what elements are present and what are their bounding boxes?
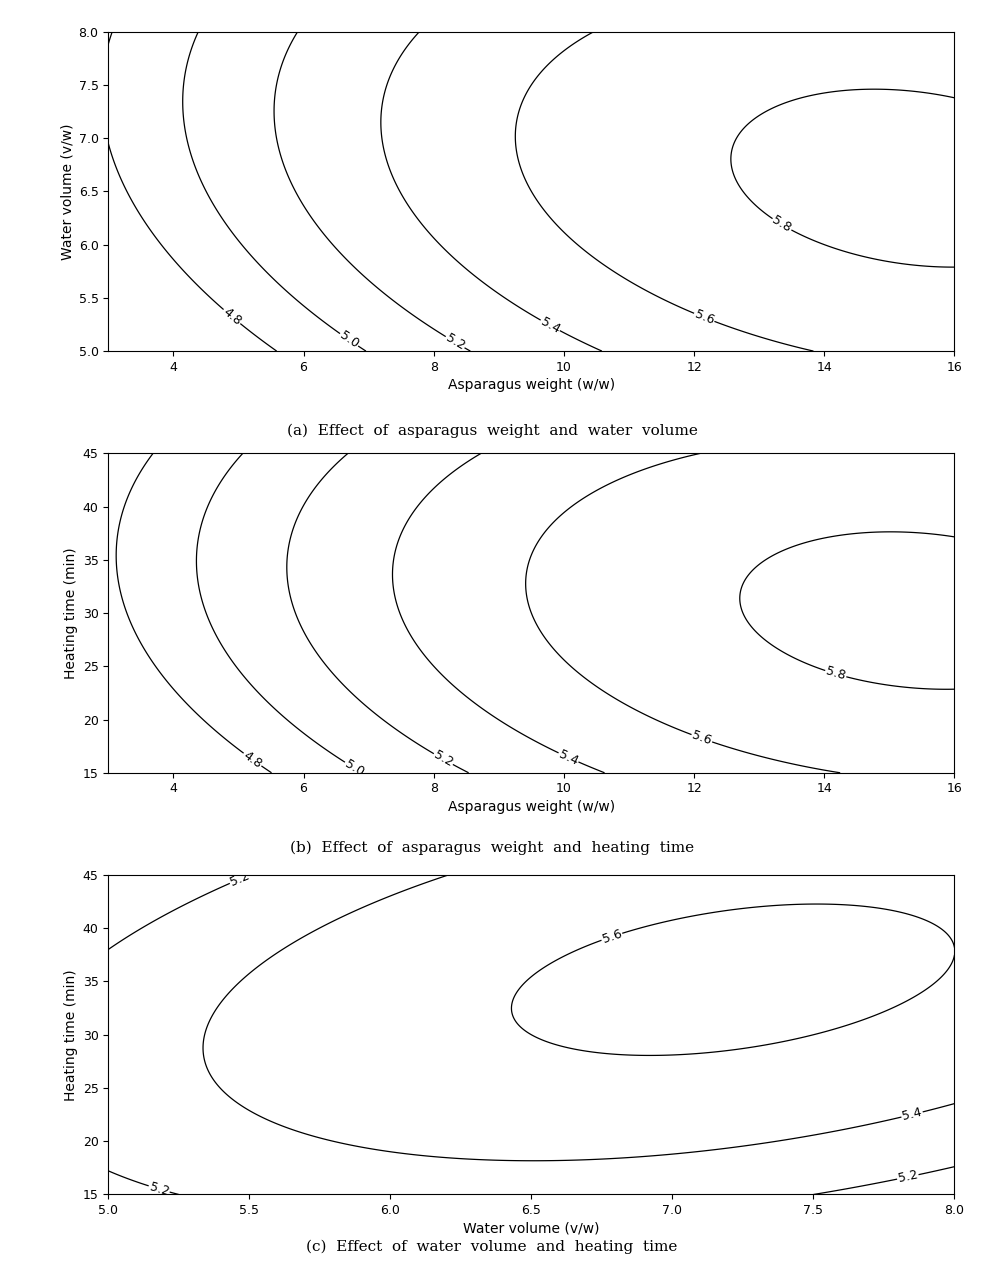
- Text: 5.6: 5.6: [690, 729, 713, 748]
- Text: 4.8: 4.8: [241, 748, 265, 771]
- Text: 5.8: 5.8: [825, 665, 847, 683]
- X-axis label: Water volume (v/w): Water volume (v/w): [463, 1221, 599, 1235]
- Text: 5.2: 5.2: [228, 870, 252, 889]
- Text: 5.2: 5.2: [896, 1168, 919, 1186]
- Text: 5.6: 5.6: [600, 928, 623, 945]
- Text: 5.4: 5.4: [538, 315, 562, 336]
- Text: 4.8: 4.8: [220, 306, 244, 329]
- X-axis label: Asparagus weight (w/w): Asparagus weight (w/w): [448, 378, 615, 392]
- Text: 5.2: 5.2: [431, 748, 456, 770]
- Text: 5.6: 5.6: [693, 307, 715, 327]
- Text: 5.2: 5.2: [443, 331, 467, 353]
- Text: 5.0: 5.0: [338, 329, 361, 351]
- Y-axis label: Heating time (min): Heating time (min): [65, 547, 79, 679]
- Text: 5.8: 5.8: [769, 214, 794, 235]
- Text: 5.2: 5.2: [148, 1181, 170, 1198]
- Text: (c)  Effect  of  water  volume  and  heating  time: (c) Effect of water volume and heating t…: [306, 1240, 678, 1254]
- Text: 5.4: 5.4: [901, 1106, 923, 1124]
- Text: (a)  Effect  of  asparagus  weight  and  water  volume: (a) Effect of asparagus weight and water…: [286, 423, 698, 437]
- Y-axis label: Heating time (min): Heating time (min): [65, 969, 79, 1101]
- Text: 5.4: 5.4: [557, 747, 581, 767]
- Y-axis label: Water volume (v/w): Water volume (v/w): [60, 123, 75, 259]
- Text: (b)  Effect  of  asparagus  weight  and  heating  time: (b) Effect of asparagus weight and heati…: [290, 841, 694, 854]
- X-axis label: Asparagus weight (w/w): Asparagus weight (w/w): [448, 800, 615, 814]
- Text: 5.0: 5.0: [342, 757, 366, 779]
